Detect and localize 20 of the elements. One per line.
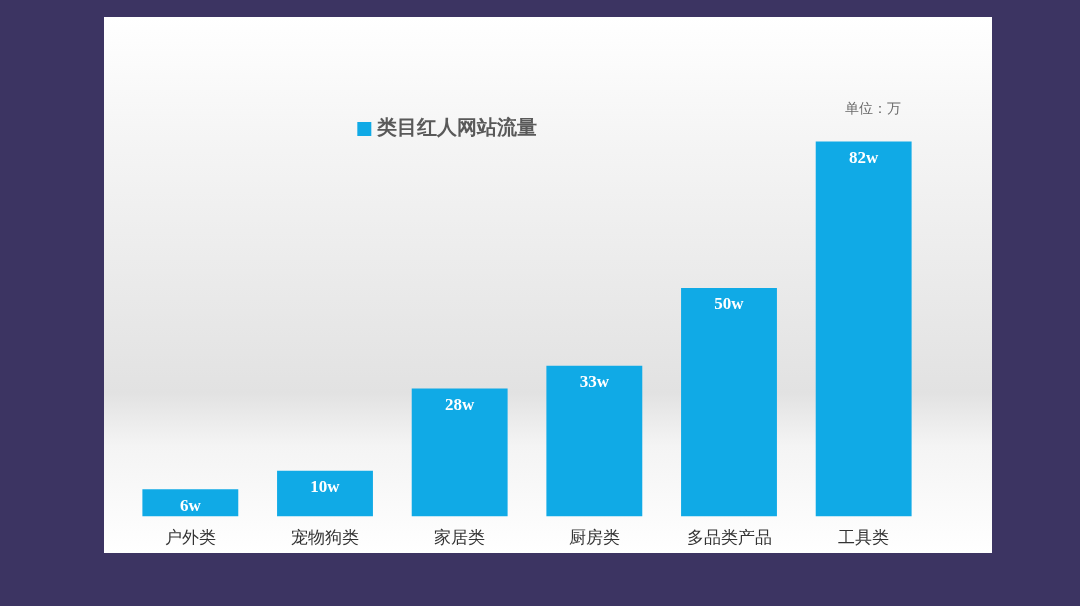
bar	[411, 388, 508, 517]
x-tick-label: 宠物狗类	[291, 527, 359, 548]
bar	[681, 287, 777, 517]
data-label: 82w	[849, 147, 880, 167]
bar	[546, 365, 643, 517]
data-label: 33w	[579, 372, 610, 392]
legend-label: 类目红人网站流量	[376, 115, 538, 140]
bar	[277, 470, 373, 517]
x-tick-label: 厨房类	[568, 527, 620, 548]
text: 单位：万	[845, 99, 901, 116]
x-tick-label: 家居类	[434, 527, 486, 548]
data-label: 10w	[310, 477, 341, 497]
data-label: 50w	[714, 294, 745, 314]
x-tick-label: 户外类	[164, 527, 216, 548]
bar	[142, 489, 239, 517]
data-label: 6w	[179, 495, 202, 515]
data-label: 28w	[445, 394, 476, 414]
bar	[815, 141, 912, 517]
x-tick-label: 工具类	[838, 527, 890, 548]
x-tick-label: 多品类产品	[686, 527, 772, 548]
